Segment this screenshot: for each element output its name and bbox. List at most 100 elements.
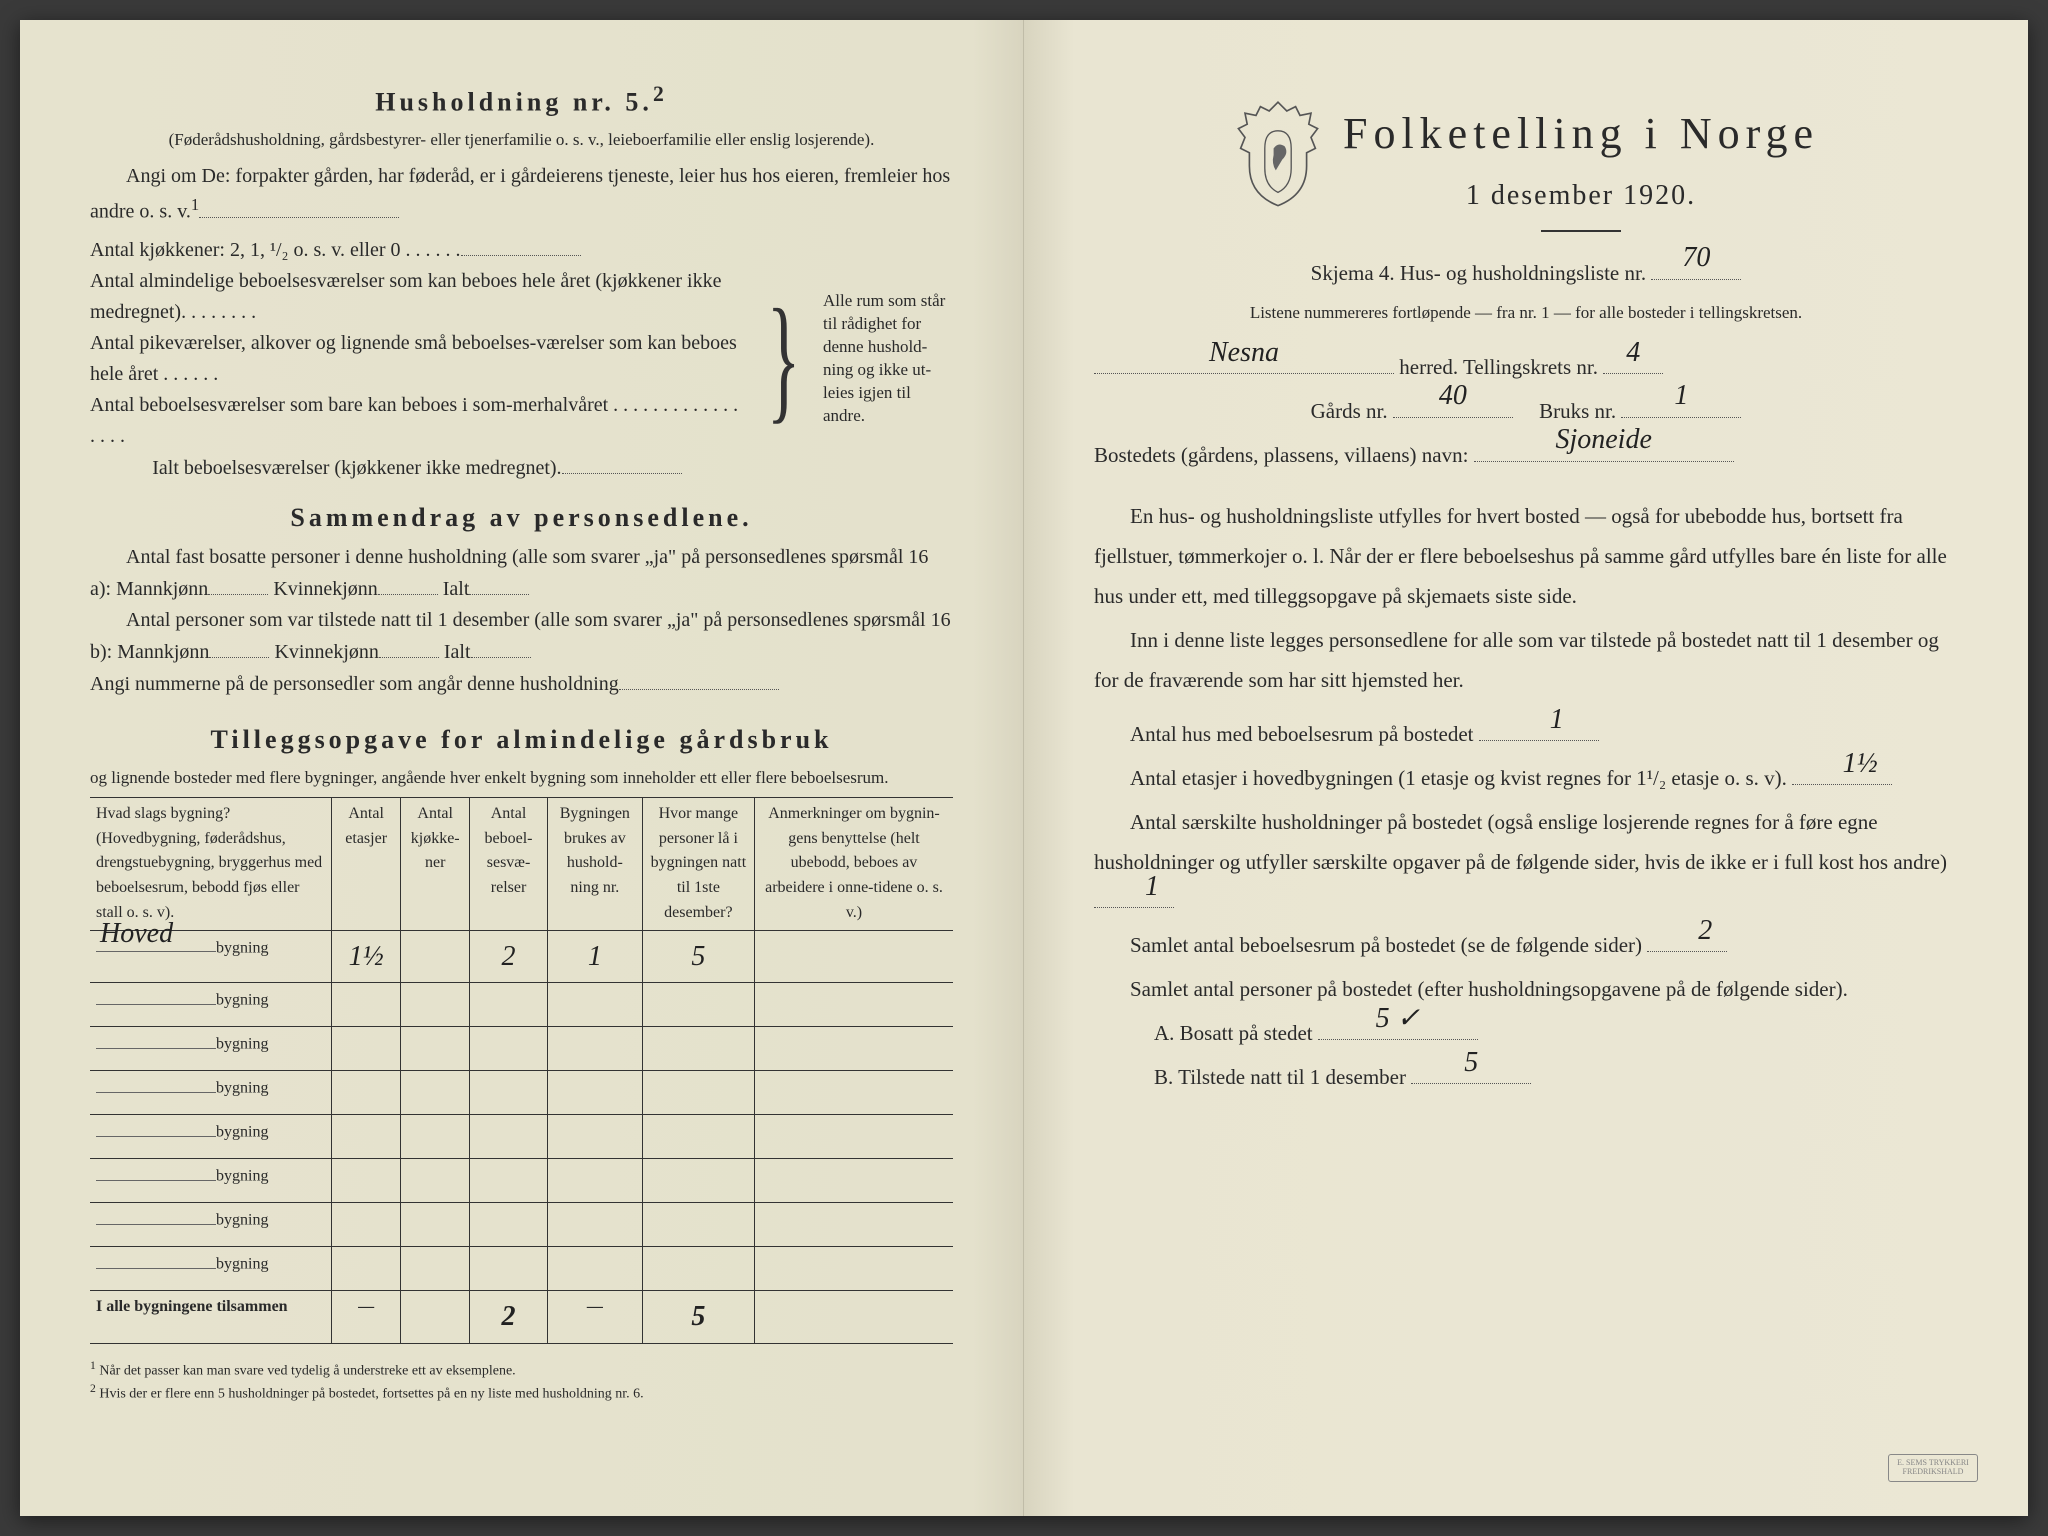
heading-sup: 2 [653,82,668,106]
table-row: bygning [90,1027,953,1071]
row-beboelse [470,1247,548,1291]
antal-hus: 1 [1514,693,1564,746]
col-husholdning: Bygningen brukes av hushold-ning nr. [547,797,642,930]
row-type: bygning [90,1071,332,1115]
row-type: bygning [90,1203,332,1247]
col-type: Hvad slags bygning? (Hovedbygning, føder… [90,797,332,930]
row-beboelse [470,983,548,1027]
col-personer: Hvor mange personer lå i bygningen natt … [642,797,754,930]
row-type: bygning [90,983,332,1027]
total-beboelse: 2 [502,1295,516,1338]
brace-note: Alle rum som står til rådighet for denne… [823,290,953,428]
row-personer [642,1071,754,1115]
col-etasjer: Antal etasjer [332,797,401,930]
rooms-block: Antal kjøkkener: 2, 1, ¹/₂ o. s. v. elle… [90,234,953,484]
table-row: bygning [90,1159,953,1203]
row-husholdning [547,1071,642,1115]
total-kjokkener [401,1291,470,1343]
summary-ialt-1: Ialt [443,578,470,600]
row-anm [754,930,953,982]
summary-p2: Antal personer som var tilstede natt til… [90,605,953,668]
skjema-line: Skjema 4. Hus- og husholdningsliste nr. … [1094,254,1958,294]
ialt-text: Ialt beboelsesværelser (kjøkkener ikke m… [152,457,561,479]
angi-sup: 1 [191,195,199,214]
table-row: bygning [90,1247,953,1291]
row-kjokkener [401,1203,470,1247]
col-beboelse: Antal beboel-sesvæ-relser [470,797,548,930]
total-etasjer: — [332,1291,401,1343]
col-kjokkener: Antal kjøkke-ner [401,797,470,930]
right-page: Folketelling i Norge 1 desember 1920. Sk… [1024,20,2028,1516]
heading-sub: (Føderådshusholdning, gårdsbestyrer- ell… [90,127,953,153]
total-label: I alle bygningene tilsammen [90,1291,332,1343]
summary-ialt-2: Ialt [444,641,471,663]
row-personer [642,1159,754,1203]
printer-stamp: E. SEMS TRYKKERIFREDRIKSHALD [1888,1454,1978,1482]
antal-etasjer-label: Antal etasjer i hovedbygningen (1 etasje… [1130,766,1787,790]
bosted-label: Bostedets (gårdens, plassens, villaens) … [1094,443,1468,467]
footnote-1: 1 Når det passer kan man svare ved tydel… [90,1358,953,1381]
main-title: Folketelling i Norge [1343,100,1819,168]
row-husholdning [547,1115,642,1159]
antal-hus-label: Antal hus med beboelsesrum på bostedet [1130,722,1474,746]
row-type: bygning [90,1159,332,1203]
row-etasjer [332,1115,401,1159]
bosatt-label: A. Bosatt på stedet [1154,1021,1313,1045]
row-kjokkener [401,1115,470,1159]
title-block: Folketelling i Norge 1 desember 1920. [1094,100,1958,244]
title-rule [1541,230,1621,232]
row-etasjer [332,983,401,1027]
gards-label: Gårds nr. [1311,399,1388,423]
row-type: bygning [90,1115,332,1159]
row-husholdning [547,1203,642,1247]
summary-p3: Angi nummerne på de personsedler som ang… [90,668,953,700]
row-etasjer [332,1203,401,1247]
row-personer [642,1203,754,1247]
bosatt-value: 5 ✓ [1376,992,1420,1045]
row-beboelse [470,1115,548,1159]
angi-line: Angi om De: forpakter gården, har føderå… [90,161,953,228]
row-husholdning [547,1247,642,1291]
table-row: bygning [90,1115,953,1159]
left-page: Husholdning nr. 5.2 (Føderådshusholdning… [20,20,1024,1516]
row-kjokkener [401,1247,470,1291]
row-husholdning [547,1159,642,1203]
gards-line: Gårds nr. 40 Bruks nr. 1 [1094,392,1958,432]
para2: Inn i denne liste legges personsedlene f… [1094,621,1958,701]
footnote-2-text: Hvis der er flere enn 5 husholdninger på… [99,1386,643,1401]
antal-etasjer: 1½ [1807,737,1878,790]
row-kjokkener [401,983,470,1027]
row-personer [642,983,754,1027]
table-header-row: Hvad slags bygning? (Hovedbygning, føder… [90,797,953,930]
row-personer [642,1027,754,1071]
bosatt-line: A. Bosatt på stedet 5 ✓ [1094,1014,1958,1054]
samlet-rum-label: Samlet antal beboelsesrum på bostedet (s… [1130,933,1642,957]
samlet-pers-line: Samlet antal personer på bostedet (efter… [1094,970,1958,1010]
brace-glyph: } [764,296,804,422]
row-type: Hovedbygning [90,930,332,982]
antal-hush: 1 [1109,860,1159,913]
herred-label: herred. Tellingskrets nr. [1399,355,1598,379]
row-etasjer [332,1247,401,1291]
row-anm [754,1159,953,1203]
row-anm [754,1071,953,1115]
total-husholdning: — [547,1291,642,1343]
row-beboelse [470,1159,548,1203]
samlet-rum: 2 [1662,904,1712,957]
row-anm [754,1203,953,1247]
household-heading: Husholdning nr. 5.2 [90,78,953,123]
row-kjokkener [401,930,470,982]
row-beboelse [470,1203,548,1247]
row-etasjer [332,1071,401,1115]
tillegg-heading: Tilleggsopgave for almindelige gårdsbruk [90,720,953,760]
tilstede-value: 5 [1464,1036,1478,1089]
tilstede-line: B. Tilstede natt til 1 desember 5 [1094,1058,1958,1098]
table-row: bygning [90,1071,953,1115]
row-husholdning: 1 [547,930,642,982]
row-anm [754,1027,953,1071]
row-personer: 5 [642,930,754,982]
row-personer [642,1115,754,1159]
table-row: bygning [90,983,953,1027]
row-beboelse: 2 [470,930,548,982]
summary-kv-2: Kvinnekjønn [274,641,378,663]
